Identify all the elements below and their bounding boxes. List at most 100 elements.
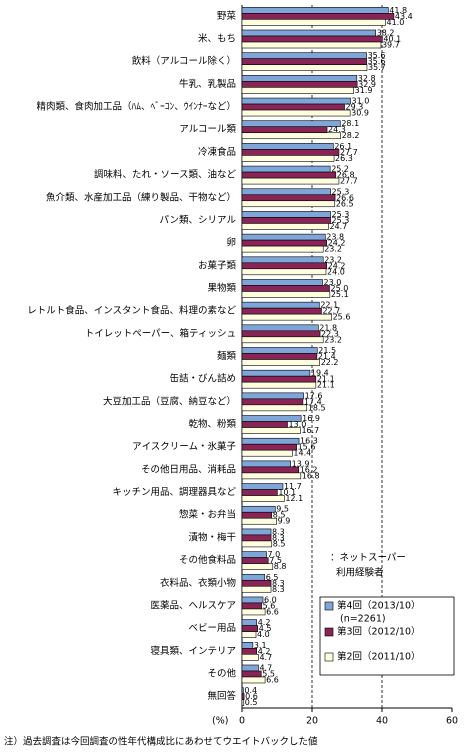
value-label: 0.6 (245, 692, 258, 701)
y-tick-label: 寝具類、インテリア (150, 645, 236, 657)
value-label: 6.6 (266, 675, 279, 684)
bar (241, 330, 321, 338)
bar (241, 369, 311, 377)
value-label: 16.9 (302, 414, 320, 423)
value-label: 9.9 (278, 517, 291, 526)
y-tick-label: 野菜 (217, 10, 237, 22)
bar (241, 217, 331, 224)
bar (241, 631, 257, 638)
y-tick-label: 魚介類、水産加工品（練り製品、干物など） (46, 191, 236, 203)
value-label: 32.8 (358, 74, 376, 83)
bar (241, 699, 245, 706)
value-label: 22.2 (321, 358, 339, 367)
y-tick-label: 大豆加工品（豆腐、納豆など） (103, 395, 236, 407)
value-label: 35.6 (368, 57, 386, 66)
value-label: 5.6 (263, 601, 276, 610)
bar (241, 97, 351, 105)
bar (241, 7, 389, 14)
value-label: 4.7 (259, 653, 272, 662)
bar (241, 126, 328, 134)
value-label: 26.6 (336, 193, 354, 202)
bar (241, 200, 336, 208)
value-label: 38.2 (377, 29, 395, 38)
value-label: 8.3 (272, 533, 285, 542)
value-label: 22.3 (321, 329, 339, 338)
bar (241, 149, 340, 156)
value-label: 4.0 (257, 630, 270, 639)
bar (241, 35, 383, 43)
value-label: 8.3 (272, 579, 285, 588)
value-label: 19.4 (311, 369, 329, 378)
bar (241, 177, 340, 185)
x-axis-label: (%) (212, 716, 228, 727)
x-tick-label: 60 (446, 716, 458, 727)
bar (241, 262, 327, 270)
value-label: 41.8 (389, 6, 407, 15)
bar (241, 483, 284, 490)
bar (241, 563, 274, 570)
value-label: 3.1 (254, 641, 267, 650)
bar (241, 109, 351, 117)
value-label: 11.7 (284, 482, 302, 491)
value-label: 23.2 (324, 255, 342, 264)
value-label: 25.2 (331, 165, 349, 174)
value-label: 30.9 (351, 109, 369, 118)
bar (241, 291, 331, 298)
y-tick-label: 冷凍食品 (198, 146, 236, 158)
bar (241, 654, 259, 661)
bar (241, 427, 301, 434)
bar (241, 347, 318, 354)
value-label: 15.6 (298, 443, 316, 452)
value-label: 0.5 (245, 698, 258, 707)
bar (241, 670, 262, 678)
value-label: 25.3 (332, 187, 350, 196)
value-label: 26.1 (334, 142, 352, 151)
value-label: 41.0 (387, 18, 405, 27)
value-label: 25.3 (332, 216, 350, 225)
value-label: 16.3 (300, 437, 318, 446)
value-label: 5.5 (262, 669, 275, 678)
bar (241, 404, 308, 412)
y-tick-label: 精肉類、食肉加工品（ﾊﾑ、ﾍﾞｰｺﾝ、ｳｲﾝﾅｰなど） (36, 101, 236, 113)
legend-label: 第3回（2012/10） (337, 626, 421, 638)
bar (241, 534, 272, 542)
y-tick-label: 缶詰・びん詰め (169, 373, 236, 385)
value-label: 8.3 (272, 585, 285, 594)
bar (241, 64, 368, 71)
y-tick-label: 医薬品、ヘルスケア (150, 599, 236, 611)
bar (241, 511, 273, 519)
legend-box (319, 596, 455, 676)
bar (241, 421, 288, 428)
bar (241, 449, 293, 457)
y-tick-label: 無回答 (207, 690, 236, 702)
value-label: 43.4 (395, 12, 413, 21)
y-tick-label: その他 (207, 667, 236, 679)
value-label: 23.2 (324, 245, 342, 254)
value-label: 28.1 (341, 119, 359, 128)
bar (241, 171, 337, 179)
bar (241, 472, 302, 480)
bar (241, 52, 367, 59)
bar (241, 301, 320, 309)
y-tick-label: 牛乳、乳製品 (179, 78, 236, 90)
value-label: 0.4 (244, 686, 257, 695)
value-label: 18.5 (308, 403, 326, 412)
bar (241, 359, 320, 366)
value-label: 29.3 (346, 103, 364, 112)
value-label: 28.2 (342, 131, 360, 140)
value-label: 23.2 (324, 335, 342, 344)
legend-label: 第4回（2013/10） (337, 600, 421, 612)
y-tick-label: 果物類 (207, 282, 236, 294)
y-tick-label: 麺類 (217, 350, 237, 362)
y-tick-label: その他食料品 (179, 554, 236, 566)
value-label: 24.2 (328, 261, 346, 270)
value-label: 4.5 (259, 624, 272, 633)
x-tick-label: 40 (376, 716, 388, 727)
value-label: 27.7 (340, 148, 358, 157)
value-label: 4.2 (258, 647, 271, 656)
legend-swatch (324, 652, 334, 662)
bar (241, 307, 322, 315)
bar (241, 460, 291, 468)
y-tick-label: 飲料（アルコール除く） (132, 55, 236, 67)
